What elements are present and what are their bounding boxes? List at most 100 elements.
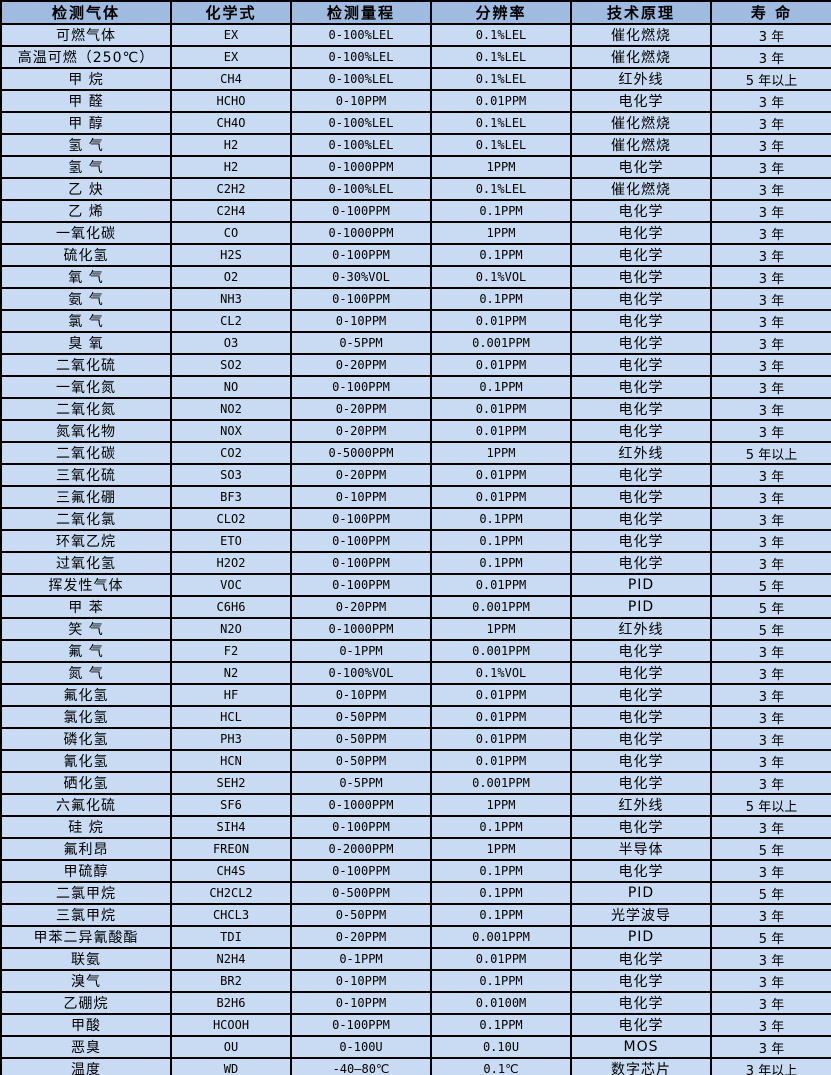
lifespan-cell: 3 年: [710, 903, 831, 927]
table-row: 氮氧化物 NOX 0-20PPM 0.01PPM 电化学 3 年: [0, 419, 831, 443]
gas-cell: 氯 气: [0, 309, 172, 333]
gas-cell: 氢 气: [0, 133, 172, 157]
gas-cell: 恶臭: [0, 1035, 172, 1059]
principle-cell: 电化学: [570, 551, 712, 575]
lifespan-cell: 3 年: [710, 485, 831, 509]
lifespan-cell: 3 年: [710, 727, 831, 751]
formula-cell: H2: [170, 155, 292, 179]
table-row: 氢 气 H2 0-1000PPM 1PPM 电化学 3 年: [0, 155, 831, 179]
resolution-cell: 1PPM: [430, 155, 572, 179]
gas-cell: 甲 烷: [0, 67, 172, 91]
lifespan-cell: 3 年: [710, 529, 831, 553]
principle-cell: 电化学: [570, 309, 712, 333]
lifespan-cell: 3 年: [710, 815, 831, 839]
range-cell: 0-1PPM: [290, 947, 432, 971]
table-row: 乙 炔 C2H2 0-100%LEL 0.1%LEL 催化燃烧 3 年: [0, 177, 831, 201]
table-row: 三氯甲烷 CHCL3 0-50PPM 0.1PPM 光学波导 3 年: [0, 903, 831, 927]
range-cell: 0-10PPM: [290, 969, 432, 993]
table-row: 二氧化硫 SO2 0-20PPM 0.01PPM 电化学 3 年: [0, 353, 831, 377]
table-row: 溴气 BR2 0-10PPM 0.1PPM 电化学 3 年: [0, 969, 831, 993]
principle-cell: 催化燃烧: [570, 23, 712, 47]
lifespan-cell: 3 年: [710, 969, 831, 993]
lifespan-cell: 3 年: [710, 221, 831, 245]
resolution-cell: 0.10U: [430, 1035, 572, 1059]
range-cell: 0-50PPM: [290, 903, 432, 927]
lifespan-cell: 3 年: [710, 353, 831, 377]
gas-cell: 磷化氢: [0, 727, 172, 751]
resolution-cell: 0.001PPM: [430, 639, 572, 663]
formula-cell: N2H4: [170, 947, 292, 971]
range-cell: 0-20PPM: [290, 595, 432, 619]
range-cell: 0-1PPM: [290, 639, 432, 663]
formula-cell: TDI: [170, 925, 292, 949]
resolution-cell: 0.1PPM: [430, 529, 572, 553]
formula-cell: NOX: [170, 419, 292, 443]
formula-cell: CO: [170, 221, 292, 245]
gas-cell: 氮 气: [0, 661, 172, 685]
principle-cell: 电化学: [570, 331, 712, 355]
principle-cell: 电化学: [570, 419, 712, 443]
lifespan-cell: 3 年: [710, 243, 831, 267]
formula-cell: H2: [170, 133, 292, 157]
table-row: 氯化氢 HCL 0-50PPM 0.01PPM 电化学 3 年: [0, 705, 831, 729]
table-row: 一氧化碳 CO 0-1000PPM 1PPM 电化学 3 年: [0, 221, 831, 245]
table-row: 可燃气体 EX 0-100%LEL 0.1%LEL 催化燃烧 3 年: [0, 23, 831, 47]
formula-cell: EX: [170, 23, 292, 47]
formula-cell: HF: [170, 683, 292, 707]
principle-cell: PID: [570, 573, 712, 597]
range-cell: 0-100%LEL: [290, 177, 432, 201]
table-row: 硫化氢 H2S 0-100PPM 0.1PPM 电化学 3 年: [0, 243, 831, 267]
formula-cell: OU: [170, 1035, 292, 1059]
formula-cell: HCHO: [170, 89, 292, 113]
gas-cell: 环氧乙烷: [0, 529, 172, 553]
gas-cell: 氯化氢: [0, 705, 172, 729]
table-row: 乙硼烷 B2H6 0-10PPM 0.0100M 电化学 3 年: [0, 991, 831, 1015]
formula-cell: H2O2: [170, 551, 292, 575]
formula-cell: PH3: [170, 727, 292, 751]
formula-cell: NO: [170, 375, 292, 399]
table-row: 氟利昂 FREON 0-2000PPM 1PPM 半导体 5 年: [0, 837, 831, 861]
table-row: 高温可燃（250℃） EX 0-100%LEL 0.1%LEL 催化燃烧 3 年: [0, 45, 831, 69]
resolution-cell: 0.1PPM: [430, 507, 572, 531]
principle-cell: 红外线: [570, 67, 712, 91]
range-cell: 0-100PPM: [290, 859, 432, 883]
resolution-cell: 1PPM: [430, 221, 572, 245]
principle-cell: 电化学: [570, 705, 712, 729]
formula-cell: BF3: [170, 485, 292, 509]
formula-cell: CL2: [170, 309, 292, 333]
range-cell: 0-50PPM: [290, 727, 432, 751]
formula-cell: F2: [170, 639, 292, 663]
resolution-cell: 0.1PPM: [430, 881, 572, 905]
formula-cell: N2: [170, 661, 292, 685]
range-cell: 0-100%LEL: [290, 133, 432, 157]
lifespan-cell: 3 年: [710, 331, 831, 355]
gas-cell: 过氧化氢: [0, 551, 172, 575]
principle-cell: 催化燃烧: [570, 45, 712, 69]
resolution-cell: 0.1PPM: [430, 287, 572, 311]
resolution-cell: 0.01PPM: [430, 419, 572, 443]
resolution-cell: 0.001PPM: [430, 331, 572, 355]
resolution-cell: 0.1PPM: [430, 375, 572, 399]
formula-cell: HCL: [170, 705, 292, 729]
principle-cell: 电化学: [570, 221, 712, 245]
lifespan-cell: 3 年: [710, 771, 831, 795]
resolution-cell: 1PPM: [430, 441, 572, 465]
principle-cell: 催化燃烧: [570, 133, 712, 157]
resolution-cell: 0.1%LEL: [430, 177, 572, 201]
gas-cell: 乙 烯: [0, 199, 172, 223]
principle-cell: 电化学: [570, 199, 712, 223]
header-cell-lifespan: 寿 命: [710, 0, 831, 25]
table-row: 恶臭 OU 0-100U 0.10U MOS 3 年: [0, 1035, 831, 1059]
range-cell: 0-1000PPM: [290, 155, 432, 179]
resolution-cell: 0.1PPM: [430, 969, 572, 993]
table-row: 甲硫醇 CH4S 0-100PPM 0.1PPM 电化学 3 年: [0, 859, 831, 883]
principle-cell: 催化燃烧: [570, 111, 712, 135]
range-cell: 0-20PPM: [290, 397, 432, 421]
gas-cell: 可燃气体: [0, 23, 172, 47]
principle-cell: 电化学: [570, 1013, 712, 1037]
principle-cell: 电化学: [570, 969, 712, 993]
gas-cell: 氢 气: [0, 155, 172, 179]
lifespan-cell: 3 年: [710, 683, 831, 707]
formula-cell: CH2CL2: [170, 881, 292, 905]
